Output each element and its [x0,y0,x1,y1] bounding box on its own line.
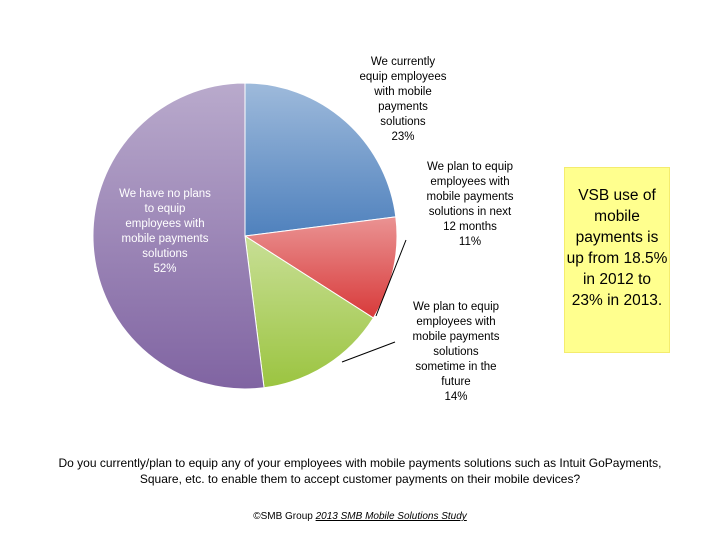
survey-question: Do you currently/plan to equip any of yo… [58,456,662,486]
slice-label-line: employees with [430,176,510,188]
callout-line: 23% in 2013. [571,292,663,309]
slice-label-line: employees with [125,218,205,230]
slice-label-line: We plan to equip [426,161,514,173]
slice-label-line: 52% [153,263,177,275]
slice-label-sometime-future: We plan to equip employees with mobile pay… [386,300,526,405]
callout-line: mobile [594,208,640,225]
slice-label-line: mobile payments [426,191,514,203]
callout-line: up from 18.5% [566,250,668,267]
slice-label-line: We currently [370,56,436,68]
slice-label-line: solutions in next [428,206,512,218]
slice-label-line: sometime in the [415,361,497,373]
callout-line: in 2012 to [582,271,652,288]
slice-label-line: solutions [433,346,479,358]
slice-label-line: 14% [444,391,468,403]
slice-label-line: with mobile [374,86,432,98]
slice-label-line: We plan to equip [412,301,500,313]
slice-label-line: to equip [144,203,186,215]
slice-label-line: mobile payments [412,331,500,343]
slice-sometime-future [244,235,375,389]
slice-label-line: mobile payments [121,233,209,245]
leader-line-1 [375,239,407,317]
slice-label-line: payments [378,101,428,113]
callout-box: VSB use of mobile payments is up from 18.5%… [564,167,670,353]
slice-label-line: We have no plans [119,188,211,200]
source-study-link[interactable]: 2013 SMB Mobile Solutions Study [315,511,467,522]
slice-currently-equip [244,82,397,237]
slice-label-next-12-months: We plan to equip employees with mobile pay… [400,160,540,250]
leader-line-2 [341,341,396,363]
slice-label-line: 11% [458,236,482,248]
slice-label-line: solutions [142,248,188,260]
callout-line: payments is [575,229,659,246]
slice-label-line: 23% [391,131,415,143]
slice-no-plans [92,82,265,390]
slice-label-line: solutions [380,116,426,128]
slice-label-currently-equip: We currently equip employees with mobile pa… [338,55,468,145]
source-prefix: ©SMB Group [253,511,316,522]
slice-next-12-months [243,216,398,319]
source-credit: ©SMB Group 2013 SMB Mobile Solutions Stu… [0,510,720,523]
slice-label-line: employees with [416,316,496,328]
callout-line: VSB use of [578,187,656,204]
slice-label-line: 12 months [443,221,497,233]
slice-label-line: equip employees [359,71,447,83]
slice-label-no-plans: We have no plans to equip employees with mo… [100,187,230,277]
slice-label-line: future [441,376,471,388]
